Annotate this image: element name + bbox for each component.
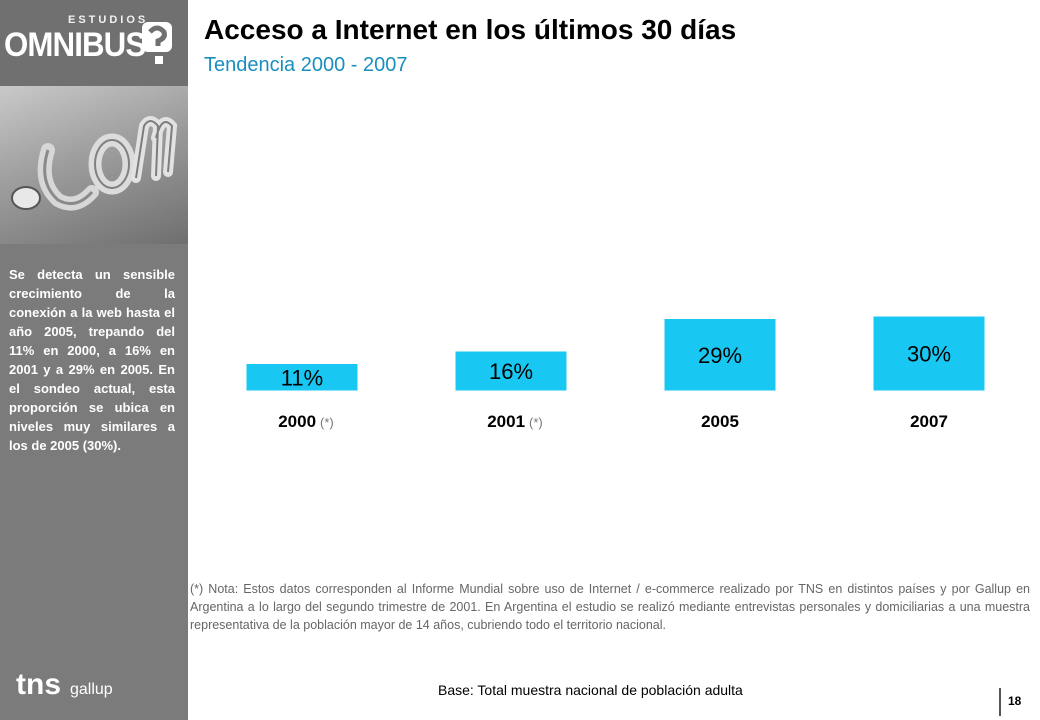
year-label-2005: 2005 (701, 412, 739, 431)
bar-value-label-2000: 11% (281, 365, 323, 390)
omnibus-logo: ESTUDIOS OMNIBUS (0, 0, 188, 86)
year-label-2000: 2000 (*) (278, 412, 334, 431)
base-note: Base: Total muestra nacional de població… (438, 682, 743, 698)
page-divider (999, 688, 1001, 716)
bar-value-label-2007: 30% (907, 342, 951, 367)
page-number: 18 (1008, 694, 1022, 708)
bar-2005 (663, 318, 777, 392)
year-labels-group: 2000 (*) 2001 (*) 2005 2007 (278, 412, 948, 431)
dot-com-photo (0, 86, 188, 244)
bar-value-label-2005: 29% (698, 343, 742, 368)
bar-2000 (245, 363, 359, 392)
bar-value-label-2001: 16% (489, 359, 533, 384)
year-label-2001: 2001 (*) (487, 412, 543, 431)
bar-2001 (454, 350, 568, 392)
page-title: Acceso a Internet en los últimos 30 días (204, 14, 737, 45)
methodology-footnote: (*) Nota: Estos datos corresponden al In… (190, 582, 1030, 632)
access-bar-chart: 11% 16% 29% 30% 2000 (*) 2001 (*) 2005 2007 (245, 315, 986, 431)
sidebar-summary: Se detecta un sensible crecimiento de la… (9, 267, 175, 453)
bars-group (245, 315, 986, 392)
page-subtitle: Tendencia 2000 - 2007 (204, 54, 408, 76)
sidebar: ESTUDIOS OMNIBUS Se detecta un sensible … (0, 0, 188, 720)
logo-estudios-text: ESTUDIOS (68, 14, 149, 26)
gallup-logo-text: gallup (70, 681, 113, 698)
tns-gallup-logo: tns gallup (16, 668, 113, 701)
logo-omnibus-text: OMNIBUS (4, 26, 146, 64)
question-mark-icon (142, 22, 172, 64)
year-label-2007: 2007 (910, 412, 948, 431)
tns-logo-text: tns (16, 668, 61, 701)
dot-com-image (11, 116, 178, 211)
bar-labels-group: 11% 16% 29% 30% (281, 342, 951, 391)
bar-2007 (872, 315, 986, 392)
